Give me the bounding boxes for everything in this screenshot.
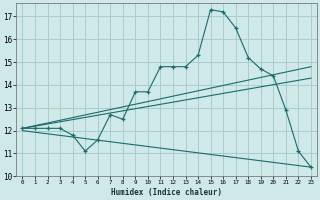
X-axis label: Humidex (Indice chaleur): Humidex (Indice chaleur) <box>111 188 222 197</box>
